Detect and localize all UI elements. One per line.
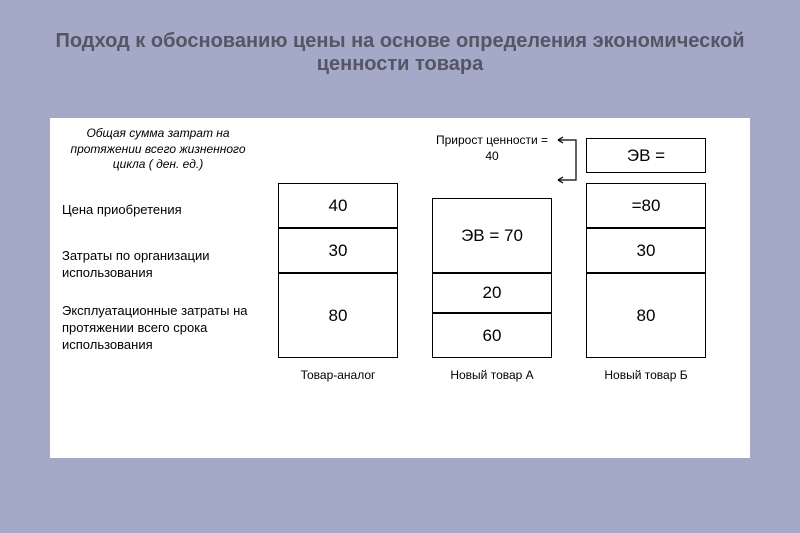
column-label-analog: Товар-аналог: [278, 368, 398, 384]
product-a-ev-box: ЭВ = 70: [432, 198, 552, 273]
analog-price-box: 40: [278, 183, 398, 228]
product-b-price-box: =80: [586, 183, 706, 228]
row-label-org-costs: Затраты по организации использования: [62, 248, 262, 282]
bracket-icon: [556, 134, 582, 186]
gain-label: Прирост ценности = 40: [432, 133, 552, 164]
row-label-price: Цена приобретения: [62, 202, 262, 219]
analog-op-box: 80: [278, 273, 398, 358]
subtitle: Общая сумма затрат на протяжении всего ж…: [58, 126, 258, 173]
column-label-a: Новый товар А: [432, 368, 552, 384]
column-label-b: Новый товар Б: [586, 368, 706, 384]
product-b-op-box: 80: [586, 273, 706, 358]
product-a-op-box: 60: [432, 313, 552, 358]
row-label-op-costs: Эксплуатационные затраты на протяжении в…: [62, 303, 262, 354]
product-b-org-box: 30: [586, 228, 706, 273]
analog-org-box: 30: [278, 228, 398, 273]
product-b-ev-top-box: ЭВ =: [586, 138, 706, 173]
product-a-org-box: 20: [432, 273, 552, 313]
page-title: Подход к обоснованию цены на основе опре…: [0, 0, 800, 91]
chart-panel: Общая сумма затрат на протяжении всего ж…: [50, 118, 750, 458]
